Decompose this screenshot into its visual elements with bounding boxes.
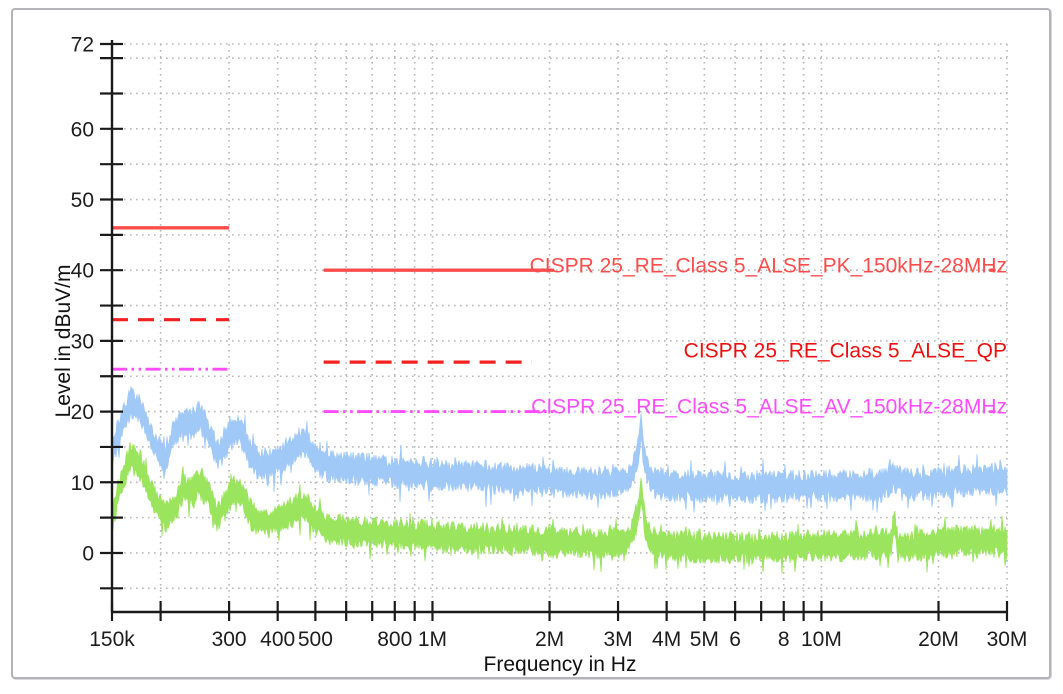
- y-tick-label: 30: [71, 330, 94, 353]
- limit-label-pk: CISPR 25_RE_Class 5_ALSE_PK_150kHz-28MHz: [530, 255, 1007, 278]
- limit-label-av: CISPR 25_RE_Class 5_ALSE_AV_150kHz-28MHz: [531, 396, 1007, 419]
- y-tick-label: 20: [71, 401, 94, 424]
- chart-frame: [11, 8, 1051, 679]
- x-tick-label: 4M: [652, 628, 681, 651]
- limit-lines: [112, 226, 996, 414]
- x-tick-label: 20M: [918, 628, 959, 651]
- limit-label-qp: CISPR 25_RE_Class 5_ALSE_QP: [684, 340, 1007, 363]
- axes-and-ticks: [100, 40, 1009, 621]
- x-tick-label: 300: [212, 628, 247, 651]
- measurement-traces: [111, 385, 1008, 574]
- x-axis-title: Frequency in Hz: [484, 653, 637, 676]
- x-tick-label: 5M: [690, 628, 719, 651]
- x-tick-label: 30M: [987, 628, 1028, 651]
- y-axis-title: Level in dBuV/m: [52, 265, 75, 418]
- x-tick-label: 3M: [603, 628, 632, 651]
- x-tick-label: 10M: [801, 628, 842, 651]
- x-tick-label: 150k: [89, 628, 135, 651]
- tick-labels: 72 60 50 40 30 20 10 0 150k 300 400 500 800 1M 2M 3M 4M 5…: [71, 34, 1028, 652]
- y-tick-label: 50: [71, 189, 94, 212]
- gridlines: [112, 43, 1008, 612]
- x-tick-label: 500: [298, 628, 333, 651]
- x-tick-label: 2M: [535, 628, 564, 651]
- y-tick-label: 40: [71, 260, 94, 283]
- y-tick-label: 0: [82, 542, 94, 565]
- x-tick-label: 8: [778, 628, 790, 651]
- x-tick-label: 6: [729, 628, 741, 651]
- y-tick-label: 72: [71, 34, 94, 57]
- y-tick-label: 10: [71, 472, 94, 495]
- x-tick-label: 400: [260, 628, 295, 651]
- x-tick-label: 800: [377, 628, 412, 651]
- y-tick-label: 60: [71, 118, 94, 141]
- x-tick-label: 1M: [418, 628, 447, 651]
